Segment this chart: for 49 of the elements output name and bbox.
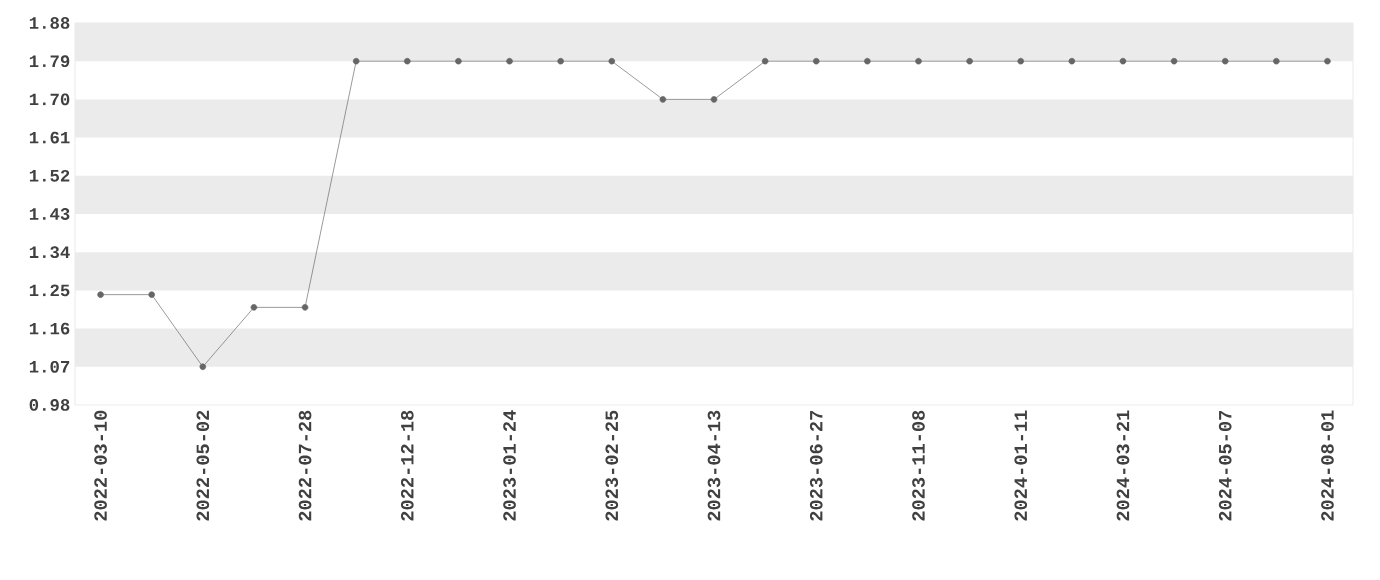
point: [404, 57, 411, 65]
point: [1017, 57, 1025, 65]
point: [506, 57, 513, 65]
point: [199, 363, 207, 371]
point: [97, 291, 104, 298]
x-tick-label: 2023-04-13: [707, 410, 721, 521]
point: [301, 304, 309, 311]
point: [608, 57, 616, 65]
y-tick-label: 1.34: [29, 246, 70, 259]
y-tick-label: 1.52: [29, 169, 70, 182]
point: [812, 57, 820, 65]
x-tick-label: 2023-06-27: [809, 410, 823, 521]
point: [148, 291, 155, 298]
point: [761, 57, 769, 65]
point: [1273, 57, 1280, 65]
point: [1068, 57, 1076, 65]
y-tick-label: 1.61: [29, 131, 70, 144]
y-tick-label: 1.16: [29, 322, 70, 335]
point: [557, 57, 564, 65]
x-tick-label: 2024-03-21: [1116, 410, 1130, 521]
point: [915, 57, 922, 65]
y-tick-label: 1.25: [29, 284, 70, 297]
point: [250, 304, 258, 311]
x-tick-label: 2022-12-18: [400, 410, 414, 521]
y-tick-label: 1.79: [29, 55, 70, 68]
x-tick-label: 2023-11-08: [912, 410, 925, 521]
y-tick-label: 0.98: [29, 399, 70, 411]
point: [710, 96, 718, 103]
point: [659, 96, 667, 103]
x-tick-label: 2022-05-02: [196, 410, 210, 521]
point: [1221, 57, 1229, 65]
point: [1119, 57, 1127, 65]
point: [1170, 57, 1178, 65]
x-tick-label: 2024-01-11: [1014, 410, 1028, 521]
y-tick-label: 1.88: [29, 17, 70, 29]
x-tick-label: 2024-05-07: [1218, 410, 1232, 521]
x-tick-label: 2024-08-01: [1321, 410, 1334, 521]
y-tick-label: 1.07: [29, 360, 70, 373]
x-tick-label: 2023-01-24: [503, 410, 516, 521]
x-tick-label: 2022-07-28: [298, 410, 312, 521]
point: [1324, 57, 1331, 65]
x-tick-label: 2022-03-10: [94, 410, 107, 521]
point: [352, 57, 360, 65]
y-tick-label: 1.43: [29, 208, 70, 220]
point: [864, 57, 871, 65]
y-tick-label: 1.70: [29, 93, 70, 106]
x-tick-label: 2023-02-25: [605, 410, 619, 521]
point: [966, 57, 973, 65]
point: [455, 57, 462, 65]
